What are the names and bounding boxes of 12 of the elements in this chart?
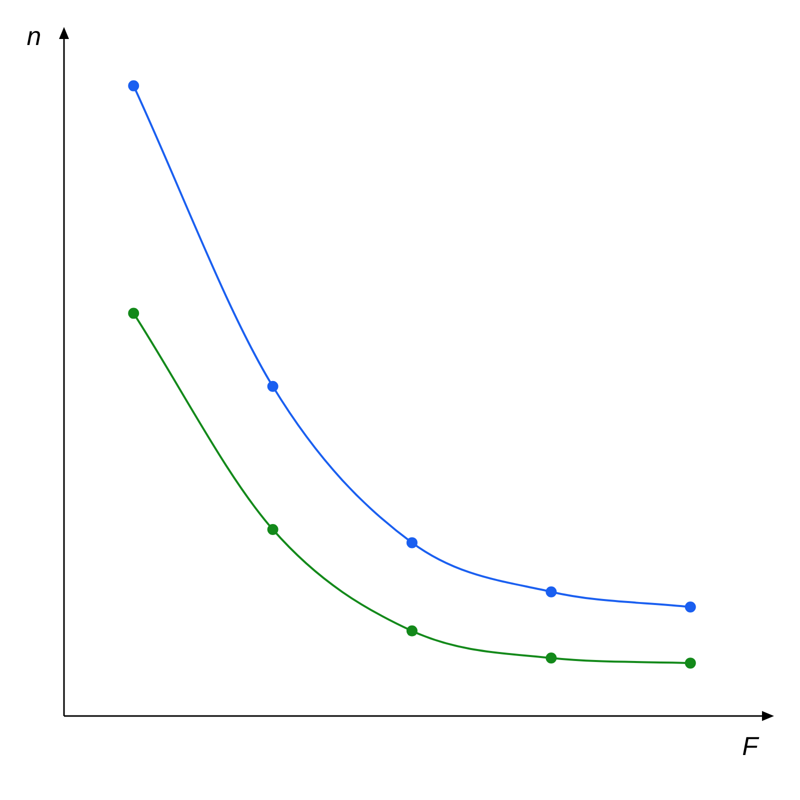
point bbox=[684, 601, 696, 612]
point bbox=[546, 586, 557, 598]
point bbox=[406, 625, 418, 636]
point bbox=[684, 658, 696, 669]
point bbox=[267, 524, 278, 535]
y-axis-title: n bbox=[26, 21, 42, 52]
x-axis-title: F bbox=[742, 731, 760, 762]
point bbox=[546, 652, 557, 664]
point bbox=[128, 80, 140, 92]
point bbox=[128, 308, 140, 319]
point bbox=[406, 537, 418, 548]
point bbox=[267, 380, 278, 392]
